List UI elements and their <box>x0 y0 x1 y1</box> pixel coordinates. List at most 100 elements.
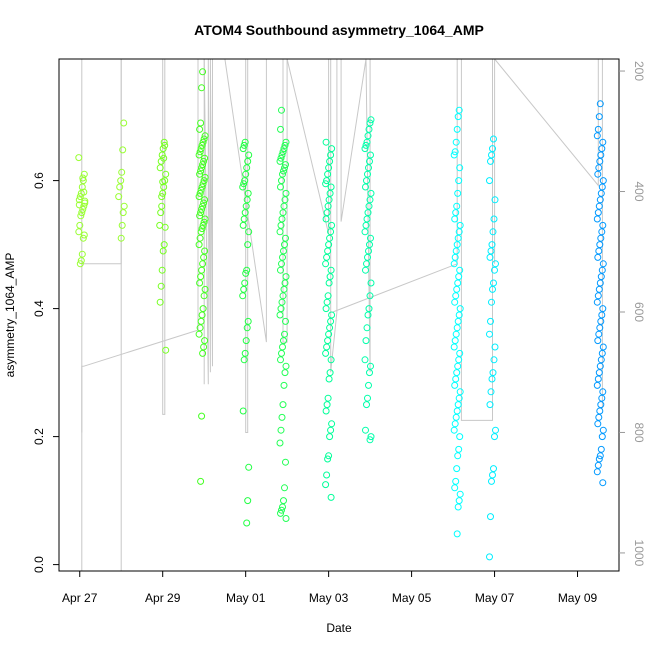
data-point <box>201 132 209 140</box>
data-point <box>79 174 87 182</box>
data-point <box>120 119 128 127</box>
data-point <box>454 362 462 370</box>
data-point <box>325 330 333 338</box>
data-point <box>596 100 604 108</box>
data-point <box>280 381 288 389</box>
data-point <box>197 119 205 127</box>
data-point <box>597 151 605 159</box>
data-point <box>595 285 603 293</box>
data-point <box>278 506 285 514</box>
data-point <box>80 231 88 239</box>
data-point <box>326 157 334 165</box>
data-point <box>240 356 248 364</box>
data-point <box>282 138 290 146</box>
data-point <box>455 445 463 453</box>
data-point <box>367 279 375 287</box>
data-point <box>599 177 607 185</box>
data-point <box>159 178 167 186</box>
data-point <box>451 484 459 492</box>
data-point <box>282 189 290 197</box>
data-point <box>282 234 289 242</box>
data-point <box>490 356 498 364</box>
data-point <box>160 241 168 249</box>
data-point <box>281 484 288 492</box>
data-point <box>486 401 494 409</box>
data-point <box>276 228 284 236</box>
data-point <box>199 221 207 229</box>
data-point <box>244 241 252 249</box>
data-point <box>328 420 336 428</box>
data-point <box>488 375 496 383</box>
data-point <box>279 148 287 156</box>
data-point <box>361 145 369 153</box>
data-point <box>277 305 285 313</box>
data-point <box>278 106 285 114</box>
data-point <box>597 234 605 242</box>
data-point <box>596 362 604 370</box>
data-point <box>327 183 335 191</box>
data-point <box>197 317 205 325</box>
data-point <box>79 177 87 185</box>
data-point <box>159 145 167 153</box>
x-tick-label: May 09 <box>558 591 598 605</box>
data-point <box>196 212 204 220</box>
right-axis: 200 400 600 800 1000 <box>619 61 646 567</box>
data-point <box>325 196 333 204</box>
data-point <box>363 324 371 332</box>
data-point <box>198 164 206 172</box>
data-point <box>453 530 461 538</box>
data-point <box>118 221 126 229</box>
data-point <box>199 202 207 210</box>
data-point <box>161 177 169 185</box>
data-point <box>453 285 461 293</box>
data-point <box>200 135 208 143</box>
data-point <box>279 401 287 409</box>
data-point <box>201 173 209 181</box>
data-point <box>328 145 336 153</box>
data-point <box>487 317 494 325</box>
data-point <box>281 141 289 149</box>
data-point <box>195 151 203 159</box>
data-point <box>277 266 284 274</box>
data-point <box>598 228 606 236</box>
data-point <box>452 247 460 255</box>
trace-line <box>81 365 84 433</box>
data-point <box>452 413 460 421</box>
data-point <box>450 426 458 434</box>
data-point <box>453 125 461 133</box>
data-point <box>328 221 336 229</box>
right-tick-label: 200 <box>632 61 646 81</box>
data-point <box>596 279 604 287</box>
data-point <box>278 177 285 185</box>
data-point <box>322 349 330 357</box>
data-point <box>450 260 458 268</box>
data-point <box>596 241 604 249</box>
data-point <box>239 183 247 191</box>
data-point <box>118 168 126 176</box>
data-point <box>362 183 369 191</box>
data-point <box>453 241 461 249</box>
data-point <box>322 138 330 146</box>
y-tick-label: 0.2 <box>32 428 46 445</box>
data-point <box>327 228 335 236</box>
data-point <box>239 145 247 153</box>
y-tick-label: 0.4 <box>32 300 46 317</box>
data-point <box>594 253 602 261</box>
data-point <box>326 273 334 281</box>
x-tick-label: May 03 <box>309 591 349 605</box>
chart-title: ATOM4 Southbound asymmetry_1064_AMP <box>194 22 484 38</box>
data-point <box>277 125 284 133</box>
data-point <box>199 305 207 313</box>
data-point <box>452 138 460 146</box>
data-point <box>282 515 290 522</box>
data-point <box>456 433 464 441</box>
data-point <box>452 209 460 217</box>
data-point <box>455 311 463 319</box>
data-point <box>276 157 284 165</box>
data-point <box>486 330 493 338</box>
data-point <box>162 170 170 178</box>
data-point <box>599 388 607 396</box>
data-point <box>242 202 250 210</box>
right-tick-label: 800 <box>632 422 646 442</box>
